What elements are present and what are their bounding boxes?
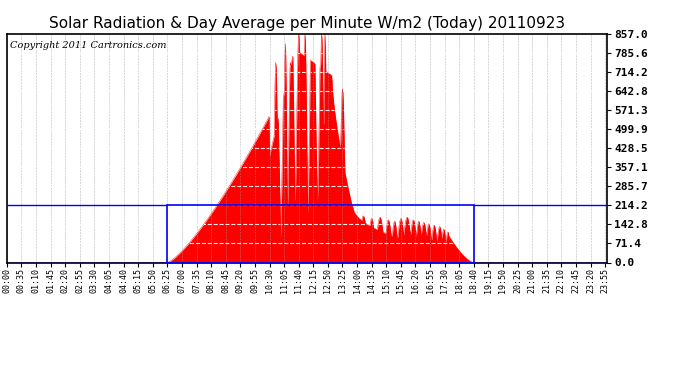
Text: Copyright 2011 Cartronics.com: Copyright 2011 Cartronics.com (10, 40, 166, 50)
Bar (168, 206, 474, 262)
Title: Solar Radiation & Day Average per Minute W/m2 (Today) 20110923: Solar Radiation & Day Average per Minute… (49, 16, 565, 31)
